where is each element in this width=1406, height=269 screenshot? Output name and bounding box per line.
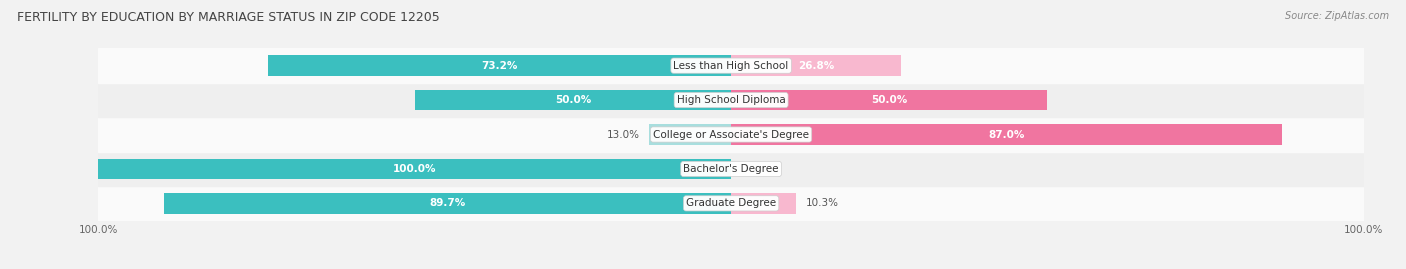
Bar <box>163 193 731 214</box>
Text: 100.0%: 100.0% <box>394 164 436 174</box>
Text: 50.0%: 50.0% <box>872 95 907 105</box>
Text: 26.8%: 26.8% <box>797 61 834 71</box>
Bar <box>98 117 1364 152</box>
Bar <box>98 186 1364 221</box>
Bar <box>731 55 901 76</box>
Text: College or Associate's Degree: College or Associate's Degree <box>654 129 808 140</box>
Bar <box>731 90 1047 110</box>
Text: 50.0%: 50.0% <box>555 95 591 105</box>
Text: Less than High School: Less than High School <box>673 61 789 71</box>
Text: Bachelor's Degree: Bachelor's Degree <box>683 164 779 174</box>
Text: 87.0%: 87.0% <box>988 129 1025 140</box>
Text: Graduate Degree: Graduate Degree <box>686 198 776 208</box>
Bar <box>98 83 1364 117</box>
Text: 13.0%: 13.0% <box>606 129 640 140</box>
Text: Source: ZipAtlas.com: Source: ZipAtlas.com <box>1285 11 1389 21</box>
Text: FERTILITY BY EDUCATION BY MARRIAGE STATUS IN ZIP CODE 12205: FERTILITY BY EDUCATION BY MARRIAGE STATU… <box>17 11 440 24</box>
Bar <box>648 124 731 145</box>
Bar <box>415 90 731 110</box>
Text: 73.2%: 73.2% <box>481 61 517 71</box>
Bar <box>731 193 796 214</box>
Bar <box>98 48 1364 83</box>
Text: High School Diploma: High School Diploma <box>676 95 786 105</box>
Text: 89.7%: 89.7% <box>429 198 465 208</box>
Text: 10.3%: 10.3% <box>806 198 839 208</box>
Bar <box>98 152 1364 186</box>
Bar <box>269 55 731 76</box>
Bar <box>731 124 1282 145</box>
Bar <box>98 159 731 179</box>
